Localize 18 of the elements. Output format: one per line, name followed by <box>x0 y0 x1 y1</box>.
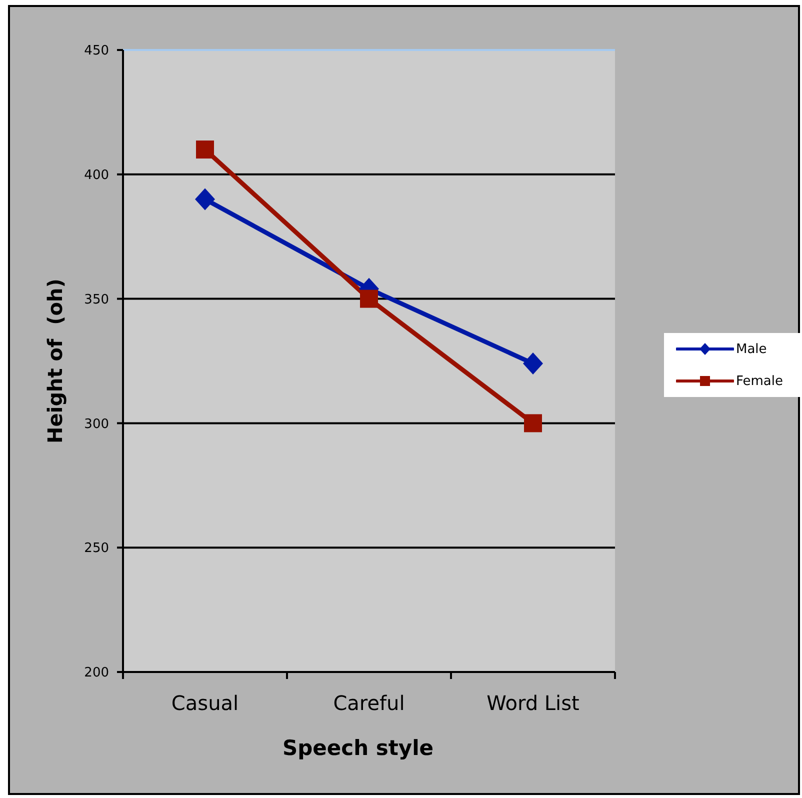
x-tick-label: Careful <box>333 691 405 715</box>
point <box>524 414 542 432</box>
legend-label: Female <box>736 374 784 388</box>
y-tick-label: 400 <box>84 168 109 184</box>
y-tick-label: 250 <box>84 541 109 556</box>
y-tick-label: 350 <box>84 292 109 308</box>
y-axis-title: Height of (oh) <box>43 278 67 444</box>
x-tick-label: Casual <box>171 691 239 715</box>
point <box>195 188 215 210</box>
point <box>360 290 378 308</box>
y-tick-label: 300 <box>84 416 109 432</box>
y-tick-label: 450 <box>84 44 109 59</box>
x-tick-label: Word List <box>486 691 580 715</box>
legend-label: Male <box>736 342 767 356</box>
point <box>523 352 543 374</box>
y-tick-label: 200 <box>84 666 109 681</box>
x-axis-title: Speech style <box>282 736 434 760</box>
point <box>196 140 214 159</box>
